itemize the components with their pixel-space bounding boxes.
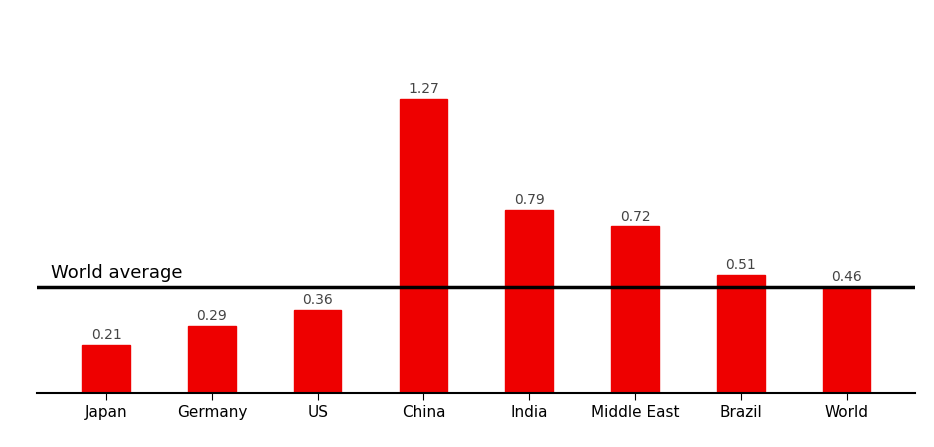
Text: 0.36: 0.36 (303, 293, 333, 307)
Bar (188, 326, 235, 393)
Bar (717, 275, 765, 393)
Text: 0.72: 0.72 (619, 210, 650, 224)
Text: World average: World average (51, 264, 183, 282)
Text: 0.29: 0.29 (196, 309, 227, 323)
Bar (82, 345, 130, 393)
Bar (294, 310, 342, 393)
Bar (611, 227, 658, 393)
Text: 0.46: 0.46 (831, 270, 862, 284)
Text: 0.21: 0.21 (91, 328, 121, 342)
Bar (505, 210, 553, 393)
Bar (400, 99, 447, 393)
Text: 1.27: 1.27 (408, 82, 439, 96)
Bar (823, 287, 870, 393)
Text: 0.79: 0.79 (514, 194, 545, 207)
Text: 0.51: 0.51 (726, 258, 757, 272)
